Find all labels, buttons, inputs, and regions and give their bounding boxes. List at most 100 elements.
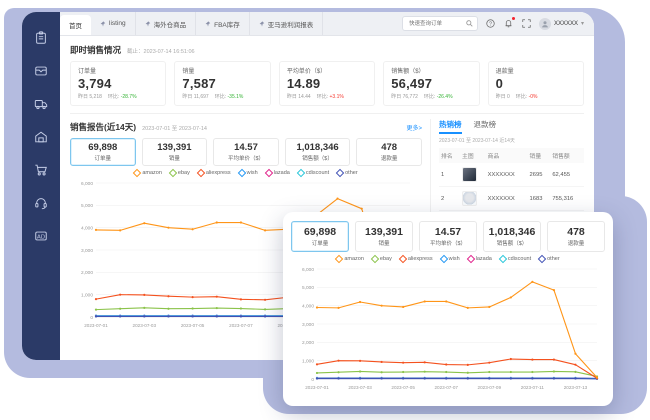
stat-value: 478: [381, 142, 398, 153]
stat-value: 69,898: [303, 226, 337, 238]
truck-icon[interactable]: [33, 96, 49, 112]
ranking-tab-2[interactable]: 退款榜: [473, 120, 497, 129]
window-tab-2[interactable]: listing: [91, 12, 136, 35]
order-search[interactable]: [401, 16, 478, 31]
ranking-tabs: 热销榜 退款榜: [439, 119, 584, 134]
svg-text:2023-07-11: 2023-07-11: [521, 385, 545, 390]
window-tab-1[interactable]: 首页: [60, 15, 91, 35]
legend-label: other: [547, 256, 560, 262]
svg-text:?: ?: [489, 21, 492, 27]
ranking-column-header: 销售额: [550, 148, 584, 163]
pin-icon: [259, 20, 265, 27]
svg-text:3,000: 3,000: [302, 322, 314, 328]
kpi-ratio: 环比: -35.1%: [214, 94, 244, 100]
stat-label: 销量: [378, 241, 390, 247]
report-stat-4[interactable]: 1,018,346 销售额（$）: [284, 138, 351, 166]
topbar-controls: ? XXXXXX ▾: [401, 12, 594, 35]
legend-label: cdiscount: [305, 170, 330, 176]
svg-text:0: 0: [90, 315, 93, 321]
kpi-label: 退款量: [495, 69, 514, 75]
report-stat-4[interactable]: 1,018,346 销售额（$）: [483, 221, 541, 252]
report-date-range: 2023-07-01 至 2023-07-14: [142, 126, 207, 132]
user-menu[interactable]: XXXXXX ▾: [538, 17, 584, 30]
realtime-title: 即时销售情况: [70, 45, 122, 55]
legend-item-wish[interactable]: wish: [237, 168, 258, 178]
kpi-card-5: 退款量 0 昨日 0 环比: -0%: [487, 61, 585, 106]
ranking-column-header: 商品: [485, 148, 528, 163]
report-stat-1[interactable]: 69,898 订单量: [70, 138, 136, 166]
kpi-ratio: 环比: -28.7%: [107, 94, 137, 100]
report-stat-3[interactable]: 14.57 平均单价（$）: [419, 221, 477, 252]
product-sales: 1683: [527, 186, 551, 211]
report-stat-1[interactable]: 69,898 订单量: [291, 221, 349, 252]
product-thumbnail: [462, 167, 478, 182]
legend-marker-icon: [439, 254, 448, 264]
legend-marker-icon: [498, 254, 508, 264]
legend-item-lazada[interactable]: lazada: [466, 254, 492, 264]
ranking-column-header: 主图: [460, 148, 486, 163]
kpi-card-2: 销量 7,587 昨日 11,697 环比: -35.1%: [174, 61, 271, 106]
legend-item-other[interactable]: other: [537, 254, 560, 264]
report-stat-5[interactable]: 478 退款量: [547, 221, 605, 252]
legend-item-ebay[interactable]: ebay: [370, 254, 392, 264]
legend-item-aliexpress[interactable]: aliexpress: [196, 168, 231, 178]
kpi-footer: 昨日 5,218 环比: -28.7%: [78, 93, 158, 100]
stat-value: 1,018,346: [296, 142, 339, 153]
window-tab-4[interactable]: FBA库存: [196, 12, 250, 35]
kpi-card-4: 销售额（$） 56,497 昨日 76,772 环比: -26.4%: [383, 61, 480, 106]
legend-label: ebay: [177, 170, 190, 176]
legend-item-amazon[interactable]: amazon: [335, 254, 364, 264]
stat-value: 1,018,346: [488, 226, 536, 238]
clipboard-icon[interactable]: [33, 30, 49, 46]
svg-text:6,000: 6,000: [302, 267, 314, 273]
search-input[interactable]: [406, 19, 463, 28]
ranking-row-2[interactable]: 2 XXXXXXX 1683 755,316: [439, 186, 584, 211]
legend-label: ebay: [379, 256, 392, 262]
window-tab-5[interactable]: 亚马逊利润报表: [250, 12, 324, 35]
legend-item-wish[interactable]: wish: [439, 254, 460, 264]
help-icon[interactable]: ?: [485, 18, 496, 29]
more-link[interactable]: 更多>: [406, 126, 422, 132]
svg-text:2023-07-01: 2023-07-01: [84, 323, 108, 328]
app-window: AD 首页 listing 海外仓商品 FBA库存 亚马逊利润报表 ? XXXXXX ▾: [22, 12, 594, 360]
legend-label: other: [345, 170, 358, 176]
stat-label: 平均单价（$）: [227, 156, 265, 162]
headset-icon[interactable]: [33, 195, 49, 211]
legend-item-ebay[interactable]: ebay: [168, 168, 190, 178]
product-name: XXXXXXX: [485, 163, 528, 187]
svg-text:6,000: 6,000: [81, 181, 93, 187]
report-stat-5[interactable]: 478 退款量: [356, 138, 422, 166]
report-stat-3[interactable]: 14.57 平均单价（$）: [213, 138, 279, 166]
cart-icon[interactable]: [33, 162, 49, 178]
bell-icon[interactable]: [503, 17, 515, 29]
legend-item-cdiscount[interactable]: cdiscount: [296, 168, 330, 178]
legend-item-cdiscount[interactable]: cdiscount: [498, 254, 531, 264]
kpi-card-1: 订单量 3,794 昨日 5,218 环比: -28.7%: [70, 61, 167, 106]
legend-item-aliexpress[interactable]: aliexpress: [398, 254, 433, 264]
ad-icon[interactable]: AD: [33, 228, 49, 244]
stat-label: 退款量: [380, 156, 398, 162]
kpi-footer: 昨日 11,697 环比: -35.1%: [182, 93, 262, 100]
window-tab-3[interactable]: 海外仓商品: [136, 12, 197, 35]
kpi-ratio: 环比: -0%: [515, 94, 538, 100]
legend-item-amazon[interactable]: amazon: [133, 168, 162, 178]
stat-value: 139,391: [365, 226, 403, 238]
mail-icon[interactable]: [33, 63, 49, 79]
svg-text:5,000: 5,000: [81, 203, 93, 209]
legend-item-other[interactable]: other: [335, 168, 358, 178]
legend-marker-icon: [296, 168, 306, 178]
kpi-footer: 昨日 14.44 环比: +3.1%: [287, 93, 367, 100]
ranking-column-header: 排名: [439, 148, 461, 163]
warehouse-icon[interactable]: [33, 129, 49, 145]
legend-marker-icon: [237, 168, 246, 178]
fullscreen-icon[interactable]: [521, 18, 532, 29]
ranking-row-1[interactable]: 1 XXXXXXX 2695 62,455: [439, 163, 584, 187]
svg-text:2023-07-09: 2023-07-09: [478, 385, 502, 390]
ranking-tab-1[interactable]: 热销榜: [439, 119, 462, 134]
kpi-value: 56,497: [391, 76, 433, 91]
report-stat-2[interactable]: 139,391 销量: [141, 138, 208, 166]
legend-item-lazada[interactable]: lazada: [264, 168, 290, 178]
report-stats-row: 69,898 订单量 139,391 销量 14.57 平均单价（$） 1,018,346 销…: [70, 138, 422, 166]
report-stat-2[interactable]: 139,391 销量: [355, 221, 413, 252]
chart-legend: amazon ebay aliexpress wish lazada cdiscount o…: [70, 168, 422, 178]
